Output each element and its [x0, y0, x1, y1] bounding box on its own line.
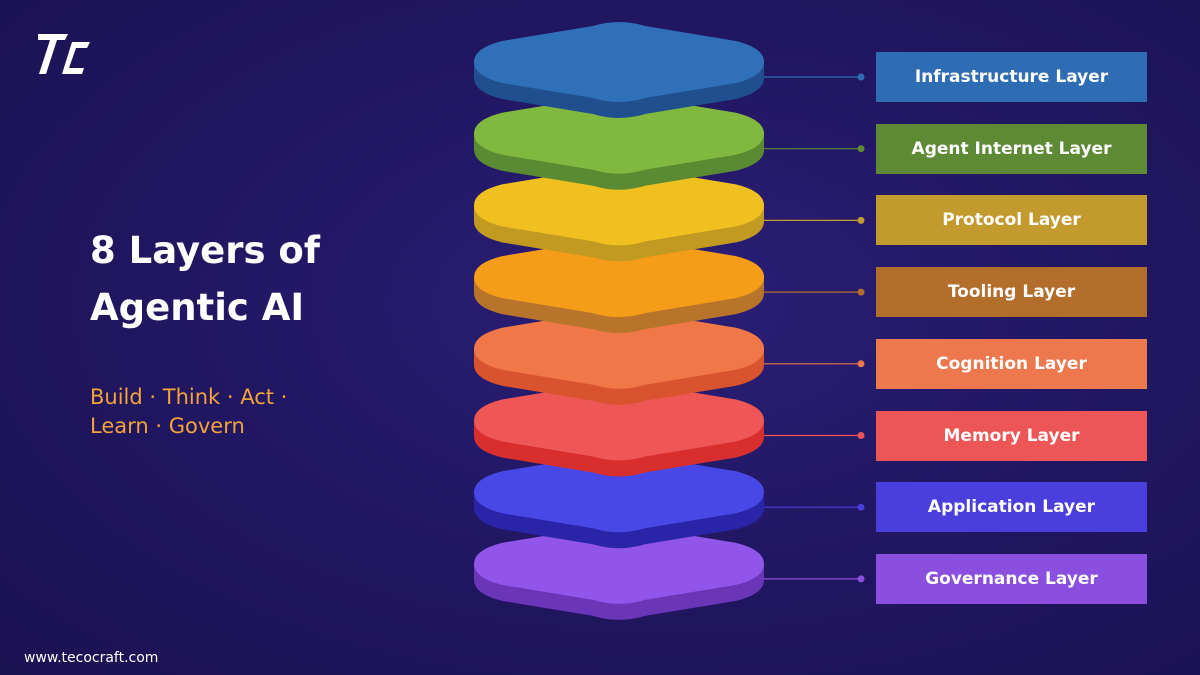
- layer-label: Tooling Layer: [876, 267, 1147, 318]
- layer-label: Memory Layer: [876, 410, 1147, 461]
- tecocraft-logo: [38, 34, 90, 74]
- layer-slab-top: [474, 308, 764, 389]
- layer-label: Agent Internet Layer: [876, 123, 1147, 174]
- layer-label: Protocol Layer: [876, 195, 1147, 246]
- connector-dot: [857, 503, 865, 511]
- connector-dot: [857, 216, 865, 224]
- layer-slab-top: [474, 22, 764, 102]
- layer-slab: [474, 237, 764, 334]
- layer-label: Infrastructure Layer: [876, 52, 1147, 102]
- layer-label: Cognition Layer: [876, 338, 1147, 389]
- page-title: 8 Layers of Agentic AI: [90, 222, 320, 336]
- layer-slab: [474, 308, 764, 405]
- connector-dot: [857, 432, 865, 439]
- layer-slab: [474, 380, 764, 477]
- layer-slab: [474, 165, 764, 262]
- connector-dot: [857, 360, 865, 368]
- layer-slab-top: [474, 93, 764, 174]
- layer-slab-top: [474, 452, 764, 533]
- connector-dot: [857, 73, 865, 81]
- connector-dot: [857, 575, 865, 583]
- layer-slab-top: [474, 165, 764, 246]
- tagline: Build · Think · Act · Learn · Govern: [90, 383, 287, 441]
- layer-slab: [474, 523, 764, 620]
- layer-slab: [474, 452, 764, 549]
- layer-slab: [474, 22, 764, 118]
- tagline-line-1: Build · Think · Act ·: [90, 385, 288, 409]
- layer-slab: [474, 93, 764, 190]
- layer-slab-top: [474, 237, 764, 318]
- layer-label: Governance Layer: [876, 553, 1147, 604]
- layer-label: Application Layer: [876, 482, 1147, 533]
- layer-slab-top: [474, 523, 764, 604]
- title-line-1: 8 Layers of: [90, 229, 320, 272]
- connector-dot: [857, 288, 865, 296]
- tagline-line-2: Learn · Govern: [90, 414, 245, 438]
- title-line-2: Agentic AI: [90, 286, 305, 329]
- connector-dot: [857, 145, 865, 153]
- layer-slab-top: [474, 380, 764, 461]
- website-url: www.tecocraft.com: [24, 650, 159, 666]
